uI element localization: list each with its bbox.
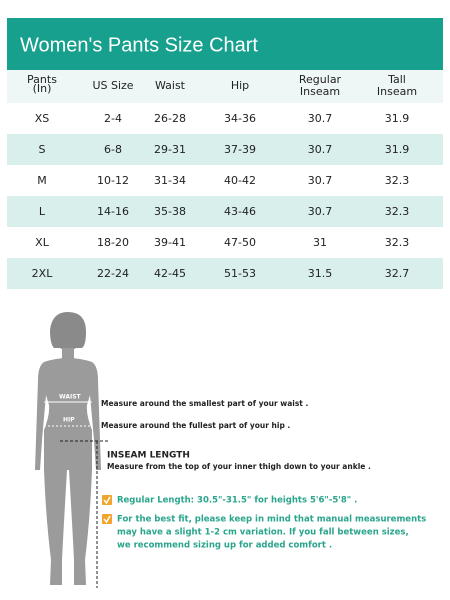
table-cell: 30.7 <box>308 143 333 156</box>
table-cell: 2-4 <box>104 112 122 125</box>
column-header: Pants <box>27 73 57 86</box>
column-header: Regular <box>299 73 342 86</box>
column-header: Waist <box>155 79 186 92</box>
column-header: Tall <box>387 73 406 86</box>
table-cell: 31.9 <box>385 112 410 125</box>
column-header: Inseam <box>300 85 340 98</box>
table-row <box>7 103 443 134</box>
table-cell: 31.9 <box>385 143 410 156</box>
table-cell: 35-38 <box>154 205 186 218</box>
table-cell: 51-53 <box>224 267 256 280</box>
note-text: may have a slight 1-2 cm variation. If y… <box>117 528 409 538</box>
notes: Regular Length: 30.5"-31.5" for heights … <box>102 495 426 551</box>
inseam-title: INSEAM LENGTH <box>107 451 190 461</box>
table-cell: 31.5 <box>308 267 333 280</box>
table-cell: 2XL <box>32 267 54 280</box>
table-cell: 32.3 <box>385 174 410 187</box>
table-cell: XL <box>35 236 50 249</box>
table-cell: M <box>37 174 47 187</box>
table-row <box>7 165 443 196</box>
table-cell: 30.7 <box>308 112 333 125</box>
table-row <box>7 196 443 227</box>
size-table: Pants(In) US Size Waist Hip RegularInseamTal… <box>7 70 443 289</box>
table-cell: 6-8 <box>104 143 122 156</box>
table-cell: 43-46 <box>224 205 256 218</box>
table-row <box>7 258 443 289</box>
table-cell: 30.7 <box>308 174 333 187</box>
table-row <box>7 134 443 165</box>
hip-text: Measure around the fullest part of your … <box>101 421 290 430</box>
table-cell: 32.3 <box>385 205 410 218</box>
table-row <box>7 227 443 258</box>
check-mark <box>103 496 111 505</box>
table-cell: 42-45 <box>154 267 186 280</box>
table-cell: 31-34 <box>154 174 186 187</box>
table-cell: 37-39 <box>224 143 256 156</box>
waist-text: Measure around the smallest part of your… <box>101 399 308 408</box>
table-cell: 30.7 <box>308 205 333 218</box>
table-cell: S <box>39 143 46 156</box>
title: Women's Pants Size Chart <box>20 34 258 56</box>
check-mark <box>103 515 111 524</box>
column-header: (In) <box>33 82 52 95</box>
silhouette <box>35 312 101 585</box>
note-text: Regular Length: 30.5"-31.5" for heights … <box>117 496 357 506</box>
table-cell: 31 <box>313 236 327 249</box>
column-header: US Size <box>92 79 133 92</box>
table-cell: L <box>39 205 46 218</box>
table-cell: 32.7 <box>385 267 410 280</box>
table-cell: 29-31 <box>154 143 186 156</box>
note-text: For the best fit, please keep in mind th… <box>117 515 426 525</box>
table-cell: 14-16 <box>97 205 129 218</box>
table-cell: XS <box>35 112 50 125</box>
waist-label: WAIST <box>59 394 82 401</box>
inseam-text: Measure from the top of your inner thigh… <box>107 462 371 471</box>
note-text: we recommend sizing up for added comfort… <box>117 541 332 551</box>
header-row <box>7 70 443 103</box>
table-cell: 34-36 <box>224 112 256 125</box>
table-cell: 32.3 <box>385 236 410 249</box>
table-cell: 39-41 <box>154 236 186 249</box>
table-cell: 40-42 <box>224 174 256 187</box>
table-cell: 10-12 <box>97 174 129 187</box>
table-cell: 18-20 <box>97 236 129 249</box>
column-header: Hip <box>231 79 249 92</box>
hip-label: HIP <box>63 417 75 424</box>
table-cell: 22-24 <box>97 267 129 280</box>
column-header: Inseam <box>377 85 417 98</box>
table-cell: 47-50 <box>224 236 256 249</box>
title-banner <box>7 18 443 70</box>
table-cell: 26-28 <box>154 112 186 125</box>
